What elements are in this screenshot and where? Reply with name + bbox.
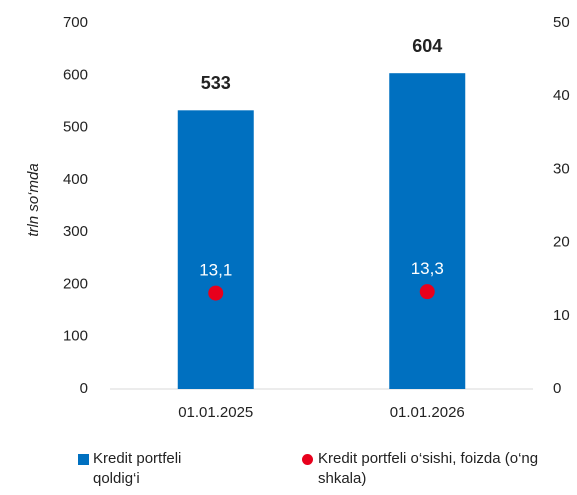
y2-tick-label: 10 [553, 307, 570, 324]
legend-label: Kredit portfeli o‘sishi, foizda (o‘ng sh… [318, 450, 539, 487]
x-tick-label: 01.01.2026 [390, 404, 465, 421]
y-tick-label: 500 [63, 119, 88, 136]
data-label: 13,1 [199, 261, 232, 280]
data-label: 13,3 [411, 259, 444, 278]
y-tick-label: 300 [63, 223, 88, 240]
point [419, 284, 435, 300]
y-tick-label: 200 [63, 275, 88, 292]
point [208, 285, 224, 301]
data-label: 533 [201, 73, 231, 93]
y2-tick-label: 40 [553, 87, 570, 104]
bar [389, 73, 466, 390]
y2-tick-label: 0 [553, 380, 561, 397]
y-tick-label: 400 [63, 171, 88, 188]
y-tick-label: 100 [63, 328, 88, 345]
data-label: 604 [412, 36, 442, 56]
legend-swatch [302, 454, 313, 465]
y2-tick-label: 50 [553, 14, 570, 31]
legend-label: Kredit portfeli qoldig‘i [93, 450, 182, 487]
chart: trln so‘mda 0 100 200 300 400 500 600 700 0 10 20 3… [25, 14, 570, 421]
x-tick-label: 01.01.2025 [178, 404, 253, 421]
y-tick-label: 600 [63, 66, 88, 83]
y-tick-label: 0 [80, 380, 88, 397]
y-axis-label: trln so‘mda [25, 163, 42, 236]
y-tick-label: 700 [63, 14, 88, 31]
legend-swatch [78, 454, 89, 465]
bar [177, 110, 254, 390]
y2-tick-label: 20 [553, 234, 570, 251]
y2-tick-label: 30 [553, 160, 570, 177]
